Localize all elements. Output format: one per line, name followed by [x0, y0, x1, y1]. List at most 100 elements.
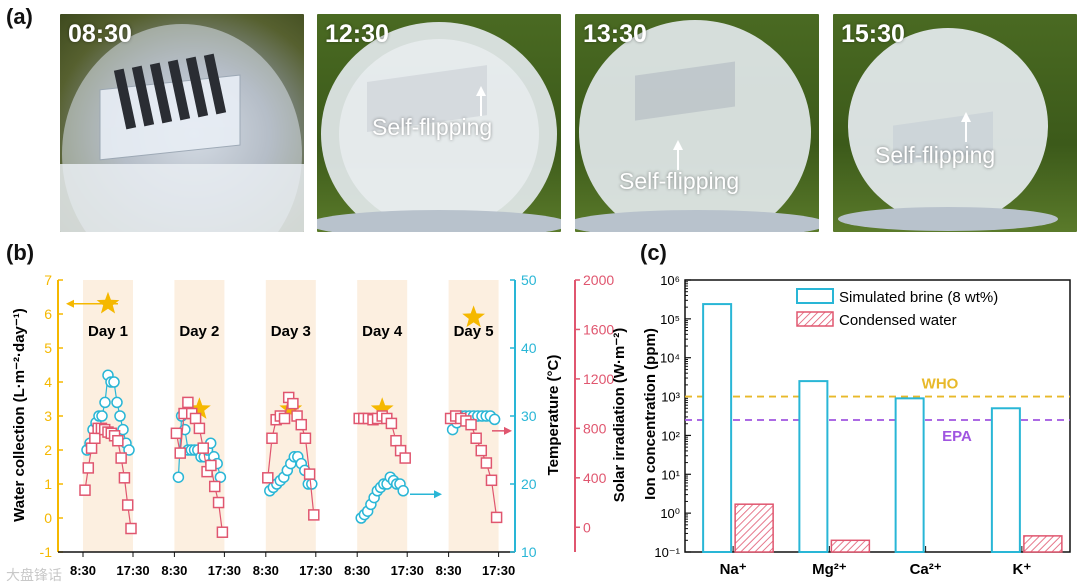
temp-point — [306, 478, 318, 490]
arrow-up-icon — [961, 112, 971, 142]
panel-label-c: (c) — [640, 240, 667, 265]
solar-point — [189, 412, 202, 425]
photo-scene-1330 — [575, 20, 819, 232]
day-label: Day 5 — [454, 323, 494, 340]
temp-axis-arrowhead — [434, 490, 442, 499]
solar-point — [308, 509, 320, 521]
solar-point — [266, 432, 278, 445]
solar-point — [485, 474, 498, 487]
solar-point — [112, 434, 124, 447]
photo-scene-1530 — [838, 28, 1058, 231]
water-star — [96, 291, 120, 314]
day-shades — [83, 280, 499, 552]
x-tick-label: 17:30 — [299, 563, 332, 578]
solar-tick-label: 400 — [583, 470, 607, 486]
water-tick-label: 6 — [44, 306, 52, 322]
photo-flip-label: Self-flipping — [875, 142, 996, 168]
x-tick-label: Ca²⁺ — [910, 561, 942, 578]
x-tick-label: 17:30 — [391, 563, 424, 578]
ylabel-ion: Ion concentration (ppm) — [642, 328, 659, 500]
solar-point — [399, 452, 411, 464]
chart-b-marks: Day 1 Day 2 Day 3 Day 4 Day 5 — [66, 291, 512, 538]
y-tick-label: 10⁶ — [660, 273, 680, 288]
photo-time: 13:30 — [583, 20, 647, 48]
solar-point — [465, 418, 477, 431]
legend-label-condensed: Condensed water — [839, 312, 957, 329]
y-tick-label: 10¹ — [661, 467, 680, 482]
photo-time: 08:30 — [68, 20, 132, 48]
day-label: Day 3 — [271, 323, 311, 340]
temp-point — [488, 413, 501, 426]
solar-point — [79, 484, 91, 496]
bar-brine — [798, 380, 829, 553]
arrow-up-icon — [476, 86, 486, 116]
photo-time: 12:30 — [325, 20, 389, 48]
legend-swatch-condensed — [796, 311, 834, 327]
solar-point — [385, 417, 398, 430]
solar-point — [390, 434, 402, 447]
day-label: Day 2 — [179, 323, 219, 340]
chart-b-axes: -1 0 1 2 3 4 5 6 7 8:30 17:30 8:30 17:30 8:30 17:30 8:3… — [40, 272, 615, 578]
bar-brine — [702, 303, 733, 553]
water-tick-label: 2 — [44, 442, 52, 458]
photo-0830: 08:30 — [60, 14, 304, 232]
temp-point — [397, 485, 409, 497]
solar-point — [480, 457, 493, 469]
photo-flip-label: Self-flipping — [372, 114, 493, 140]
solar-point — [115, 452, 127, 464]
x-tick-label: 17:30 — [116, 563, 149, 578]
solar-point — [82, 462, 95, 474]
solar-point — [490, 511, 503, 524]
solar-tick-label: 1600 — [583, 321, 614, 337]
day-label: Day 1 — [88, 323, 128, 340]
photo-flip-label: Self-flipping — [619, 168, 740, 194]
solar-point — [295, 418, 308, 431]
solar-point — [170, 427, 183, 440]
legend-label-brine: Simulated brine (8 wt%) — [839, 289, 998, 306]
solar-point — [125, 522, 137, 535]
ref-label-epa: EPA — [942, 428, 972, 445]
chart-b: -1 0 1 2 3 4 5 6 7 8:30 17:30 8:30 17:30 8:30 17:30 8:3… — [11, 272, 628, 578]
temp-tick-label: 40 — [521, 340, 537, 356]
x-tick-label: 8:30 — [70, 563, 96, 578]
legend: Simulated brine (8 wt%) Condensed water — [796, 288, 998, 329]
temp-point — [214, 471, 227, 483]
watermark: 大盘锋话 — [6, 567, 62, 583]
x-tick-label: Mg²⁺ — [812, 561, 847, 578]
solar-point — [475, 444, 488, 457]
x-tick-label: 8:30 — [253, 563, 279, 578]
solar-tick-label: 1200 — [583, 371, 614, 387]
photo-1230: 12:30 Self-flipping — [317, 14, 561, 232]
temp-tick-label: 50 — [521, 272, 537, 288]
temp-point — [108, 376, 120, 388]
solar-point — [299, 432, 312, 445]
chart-c: 10⁻¹ 10⁰ 10¹ 10² 10³ 10⁴ 10⁵ 10⁶ Na⁺ Mg²⁺ Ca²⁺ K⁺ W… — [642, 273, 1071, 578]
water-star — [370, 397, 394, 419]
solar-point — [216, 526, 229, 538]
photo-1330: 13:30 Self-flipping — [575, 14, 819, 232]
bar-condensed — [1023, 535, 1063, 553]
x-tick-label: 8:30 — [161, 563, 187, 578]
chart-c-axes: 10⁻¹ 10⁰ 10¹ 10² 10³ 10⁴ 10⁵ 10⁶ Na⁺ Mg²⁺ Ca²⁺ K⁺ — [654, 273, 1071, 578]
solar-point — [85, 442, 98, 454]
solar-point — [470, 432, 482, 445]
solar-point — [287, 397, 299, 410]
water-star — [462, 305, 485, 328]
water-star — [188, 397, 211, 419]
bar-brine — [990, 407, 1021, 553]
bar-brine — [894, 397, 925, 553]
ylabel-water: Water collection (L·m⁻²·day⁻¹) — [11, 308, 28, 522]
water-tick-label: 3 — [44, 408, 52, 424]
y-tick-label: 10⁵ — [660, 312, 680, 327]
x-tick-label: Na⁺ — [720, 561, 747, 578]
water-tick-label: 1 — [44, 476, 52, 492]
solar-point — [303, 468, 316, 480]
bar-condensed — [734, 503, 774, 553]
water-axis-arrowhead — [66, 299, 74, 308]
solar-tick-label: 2000 — [583, 272, 614, 288]
temp-tick-label: 20 — [521, 476, 537, 492]
solar-point — [193, 422, 206, 435]
y-tick-label: 10³ — [661, 390, 680, 405]
water-tick-label: 0 — [44, 510, 52, 526]
photo-scene-1230 — [317, 22, 561, 232]
